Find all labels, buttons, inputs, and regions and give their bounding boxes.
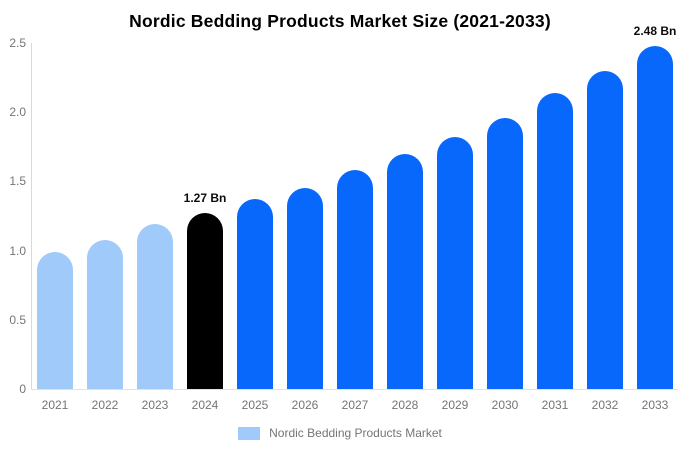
- x-label-2030: 2030: [491, 398, 519, 412]
- y-tick-0.5: 0.5: [9, 312, 26, 327]
- legend: Nordic Bedding Products Market: [0, 426, 680, 440]
- x-axis-baseline: [31, 389, 678, 390]
- legend-swatch: [238, 426, 261, 440]
- x-label-2026: 2026: [291, 398, 319, 412]
- bar-2024: [187, 213, 223, 389]
- bar-2028: [387, 154, 423, 389]
- bar-2032: [587, 71, 623, 389]
- bar-2025: [237, 199, 273, 389]
- x-label-2025: 2025: [241, 398, 269, 412]
- bar-2021: [37, 252, 73, 389]
- bar-2027: [337, 170, 373, 389]
- y-axis-line: [31, 43, 32, 389]
- annotation-2033: 2.48 Bn: [633, 24, 677, 38]
- bar-2029: [437, 137, 473, 389]
- x-label-2023: 2023: [141, 398, 169, 412]
- x-label-2031: 2031: [541, 398, 569, 412]
- x-label-2027: 2027: [341, 398, 369, 412]
- annotation-2024: 1.27 Bn: [183, 191, 227, 205]
- x-label-2032: 2032: [591, 398, 619, 412]
- y-tick-1.0: 1.0: [9, 243, 26, 258]
- x-label-2022: 2022: [91, 398, 119, 412]
- x-label-2033: 2033: [641, 398, 669, 412]
- bar-2031: [537, 93, 573, 389]
- y-tick-1.5: 1.5: [9, 174, 26, 189]
- bar-2033: [637, 46, 673, 389]
- bar-2023: [137, 224, 173, 389]
- legend-label: Nordic Bedding Products Market: [269, 426, 442, 440]
- y-tick-0: 0: [19, 382, 26, 396]
- x-label-2021: 2021: [41, 398, 69, 412]
- x-label-2028: 2028: [391, 398, 419, 412]
- bar-2026: [287, 188, 323, 389]
- x-label-2029: 2029: [441, 398, 469, 412]
- chart-title: Nordic Bedding Products Market Size (202…: [129, 11, 551, 31]
- bar-2030: [487, 118, 523, 389]
- x-label-2024: 2024: [191, 398, 219, 412]
- y-tick-2.0: 2.0: [9, 105, 26, 120]
- bar-2022: [87, 240, 123, 389]
- y-tick-2.5: 2.5: [9, 36, 26, 50]
